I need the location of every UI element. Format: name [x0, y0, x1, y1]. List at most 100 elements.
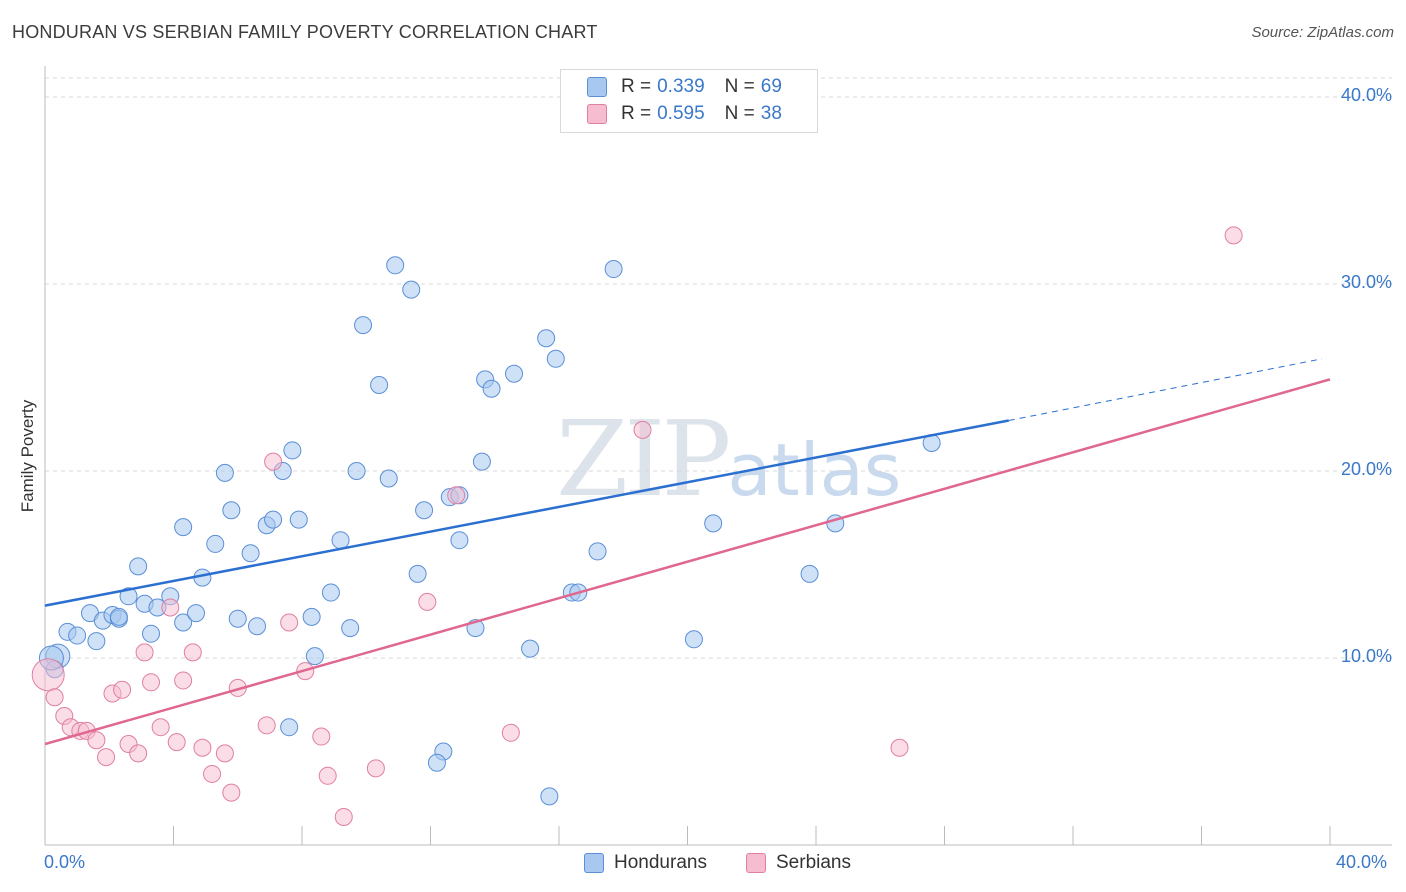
honduran-point: [280, 718, 299, 737]
honduran-point: [450, 531, 469, 550]
honduran-point: [289, 510, 308, 529]
hondurans-swatch: [584, 853, 604, 873]
honduran-point: [142, 624, 161, 643]
honduran-point: [386, 256, 405, 275]
serbian-point: [174, 671, 193, 690]
hondurans-legend-label: Hondurans: [614, 852, 707, 873]
correlation-legend: R = 0.339 N = 69 R = 0.595 N = 38: [560, 69, 818, 133]
honduran-point: [408, 564, 427, 583]
serbians-legend-label: Serbians: [776, 852, 851, 873]
y-tick-label-30: 30.0%: [1340, 272, 1392, 292]
serbian-point: [366, 759, 385, 778]
legend-n-label: N =: [724, 76, 755, 97]
honduran-point: [264, 510, 283, 529]
honduran-point: [540, 787, 559, 806]
hondurans-trend-line: [44, 419, 1009, 607]
legend-r-label: R =: [621, 76, 652, 97]
legend-r-label: R =: [621, 103, 652, 124]
serbians-trend-line: [44, 378, 1331, 746]
serbian-point: [135, 643, 154, 662]
y-tick-label-10: 10.0%: [1340, 646, 1392, 666]
serbian-point: [447, 486, 466, 505]
honduran-point: [174, 518, 193, 537]
legend-n-value: 38: [760, 103, 782, 124]
serbian-point: [418, 592, 437, 611]
serbian-point: [257, 716, 276, 735]
serbian-point: [215, 744, 234, 763]
serbian-point: [167, 733, 186, 752]
serbian-point: [312, 727, 331, 746]
legend-row-hondurans: R = 0.339 N = 69: [587, 75, 782, 99]
honduran-point: [283, 441, 302, 460]
honduran-point: [800, 564, 819, 583]
honduran-point: [109, 607, 128, 626]
honduran-point: [186, 604, 205, 623]
y-axis-label: Family Poverty: [18, 399, 37, 513]
serbian-point: [45, 688, 64, 707]
serbian-point: [1224, 226, 1243, 245]
honduran-point: [521, 639, 540, 658]
honduran-point: [482, 379, 501, 398]
honduran-point: [379, 469, 398, 488]
x-tick-label-min: 0.0%: [44, 852, 86, 872]
honduran-point: [684, 630, 703, 649]
serbian-point: [142, 673, 161, 692]
honduran-point: [119, 587, 138, 606]
honduran-point: [305, 647, 324, 666]
honduran-point: [321, 583, 340, 602]
honduran-point: [215, 463, 234, 482]
serbians-swatch: [746, 853, 766, 873]
hondurans-trend-extension: [1008, 358, 1323, 422]
serbians-swatch: [587, 104, 607, 124]
honduran-point: [347, 462, 366, 480]
y-tick-label-40: 40.0%: [1340, 85, 1392, 105]
y-tick-label-20: 20.0%: [1340, 459, 1392, 479]
watermark: ZIPatlas: [556, 398, 901, 520]
serbian-point: [129, 744, 148, 763]
honduran-point: [354, 316, 373, 335]
serbian-point: [203, 764, 222, 783]
honduran-point: [241, 544, 260, 563]
honduran-point: [331, 531, 350, 550]
legend-r-value: 0.595: [657, 103, 705, 124]
honduran-point: [174, 613, 193, 632]
serbian-point: [31, 658, 65, 692]
serbian-point: [193, 738, 212, 757]
honduran-point: [129, 557, 148, 576]
serbian-point: [633, 420, 652, 439]
serbian-point: [280, 613, 299, 632]
source-label: Source: ZipAtlas.com: [1251, 24, 1394, 41]
serbian-point: [97, 748, 116, 767]
serbian-point: [890, 738, 909, 757]
chart-title: HONDURAN VS SERBIAN FAMILY POVERTY CORRE…: [12, 22, 598, 42]
bottom-legend-hondurans: Hondurans: [584, 852, 707, 874]
honduran-point: [537, 329, 556, 348]
honduran-point: [546, 349, 565, 368]
honduran-point: [704, 514, 723, 533]
legend-n-label: N =: [724, 103, 755, 124]
serbian-point: [334, 807, 353, 826]
serbian-point: [113, 680, 132, 699]
honduran-point: [222, 501, 241, 520]
legend-row-serbians: R = 0.595 N = 38: [587, 102, 782, 126]
honduran-point: [588, 542, 607, 561]
honduran-point: [248, 617, 267, 636]
honduran-point: [302, 607, 321, 626]
honduran-point: [415, 501, 434, 520]
honduran-point: [87, 632, 106, 651]
honduran-point: [228, 609, 247, 628]
honduran-point: [402, 280, 421, 299]
serbian-point: [183, 643, 202, 662]
bottom-legend-serbians: Serbians: [746, 852, 851, 874]
honduran-point: [206, 534, 225, 553]
honduran-point: [370, 375, 389, 394]
legend-r-value: 0.339: [657, 76, 705, 97]
watermark-zip: ZIP: [556, 398, 731, 520]
honduran-point: [68, 626, 87, 645]
serbian-point: [87, 731, 106, 750]
hondurans-swatch: [587, 77, 607, 97]
honduran-point: [472, 452, 491, 471]
honduran-point: [505, 364, 524, 383]
serbian-point: [501, 723, 520, 742]
